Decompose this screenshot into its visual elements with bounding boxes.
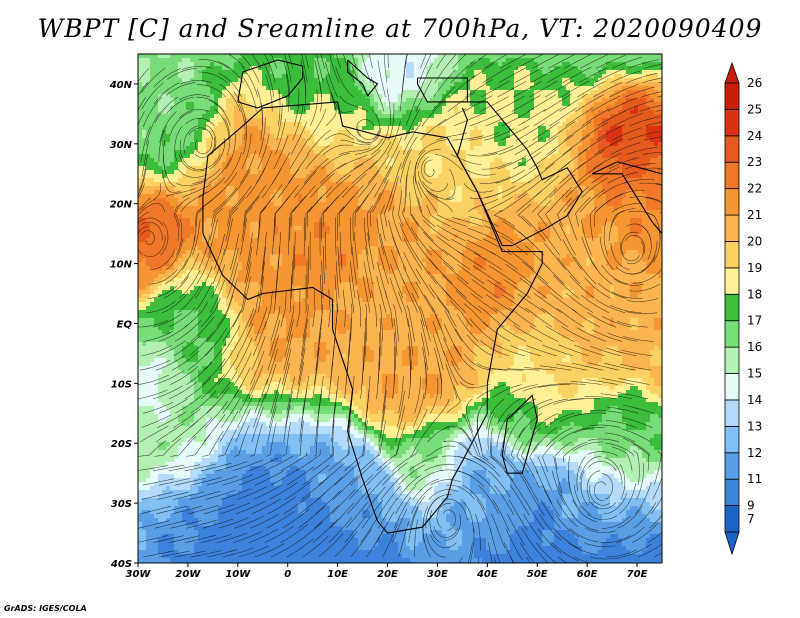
lon-tick-label: 10W bbox=[225, 569, 251, 580]
lat-tick-label: 30S bbox=[111, 499, 132, 510]
lon-tick-label: 20W bbox=[175, 569, 201, 580]
colorbar-swatch bbox=[724, 188, 740, 216]
colorbar-label: 23 bbox=[747, 155, 762, 169]
lon-tick-label: 60E bbox=[577, 569, 598, 580]
lon-tick-label: 30E bbox=[427, 569, 448, 580]
colorbar-swatch bbox=[724, 320, 740, 348]
map-axes: 30W 20W 10W 0 10E 20E 30E 40E 50E 60E 70E 40N 30N 20N… bbox=[109, 80, 648, 580]
grads-credit: GrADS: IGES/COLA bbox=[4, 604, 87, 613]
colorbar-swatch bbox=[724, 109, 740, 137]
colorbar-swatch bbox=[724, 452, 740, 480]
colorbar-label: 17 bbox=[747, 314, 762, 328]
map-frame bbox=[137, 53, 663, 564]
lon-tick-label: 40E bbox=[476, 569, 498, 580]
lon-tick-label: 20E bbox=[377, 569, 398, 580]
colorbar-label: 9 bbox=[747, 499, 755, 513]
lat-tick-label: EQ bbox=[117, 319, 133, 330]
colorbar-label: 15 bbox=[747, 367, 762, 381]
lat-tick-label: 10N bbox=[110, 260, 133, 271]
colorbar-swatch bbox=[724, 214, 740, 242]
coastlines bbox=[202, 59, 662, 534]
lon-tick-label: 0 bbox=[284, 569, 291, 580]
colorbar-swatch bbox=[724, 425, 740, 454]
colorbar-label: 7 bbox=[747, 512, 755, 526]
colorbar-label: 16 bbox=[747, 340, 762, 354]
streamlines bbox=[138, 54, 662, 563]
colorbar-swatch bbox=[724, 399, 740, 427]
colorbar-swatch bbox=[724, 161, 740, 190]
lon-tick-label: 70E bbox=[627, 569, 648, 580]
wbpt-field bbox=[138, 54, 662, 563]
colorbar-label: 18 bbox=[747, 287, 762, 301]
lat-tick-label: 40N bbox=[109, 80, 133, 91]
colorbar-label: 26 bbox=[747, 76, 762, 90]
colorbar-label: 24 bbox=[747, 129, 762, 143]
colorbar-label: 21 bbox=[747, 208, 762, 222]
colorbar-label: 14 bbox=[747, 393, 762, 407]
colorbar-label: 22 bbox=[747, 182, 762, 196]
lon-tick-label: 10E bbox=[327, 569, 348, 580]
colorbar-swatch bbox=[724, 478, 740, 506]
colorbar-swatch bbox=[724, 505, 740, 533]
colorbar-swatch bbox=[724, 373, 740, 401]
colorbar-swatch bbox=[724, 293, 740, 322]
lat-tick-label: 20N bbox=[110, 200, 133, 211]
colorbar-max-arrow bbox=[724, 61, 740, 84]
colorbar-label: 11 bbox=[747, 472, 762, 486]
colorbar-swatch bbox=[724, 135, 740, 163]
colorbar-min-arrow bbox=[724, 531, 740, 556]
colorbar-swatch bbox=[724, 82, 740, 110]
lon-tick-label: 50E bbox=[527, 569, 548, 580]
colorbar-label: 12 bbox=[747, 446, 762, 460]
lat-tick-label: 30N bbox=[110, 140, 133, 151]
colorbar-label: 20 bbox=[747, 234, 762, 248]
lat-tick-label: 10S bbox=[111, 379, 132, 390]
colorbar-swatch bbox=[724, 267, 740, 295]
chart-title: WBPT [C] and Sreamline at 700hPa, VT: 20… bbox=[37, 14, 763, 43]
lat-tick-label: 40S bbox=[110, 559, 132, 570]
colorbar-label: 25 bbox=[747, 102, 762, 116]
colorbar-swatch bbox=[724, 241, 740, 269]
colorbar-label: 13 bbox=[747, 419, 762, 433]
lon-tick-label: 30W bbox=[126, 569, 152, 580]
lat-tick-label: 20S bbox=[111, 439, 132, 450]
colorbar-swatch bbox=[724, 346, 740, 374]
colorbar: 79 11 12 13 14 15 16 17 18 19 20 21 22 23 24 25 26 bbox=[724, 61, 762, 556]
colorbar-label: 19 bbox=[747, 261, 762, 275]
